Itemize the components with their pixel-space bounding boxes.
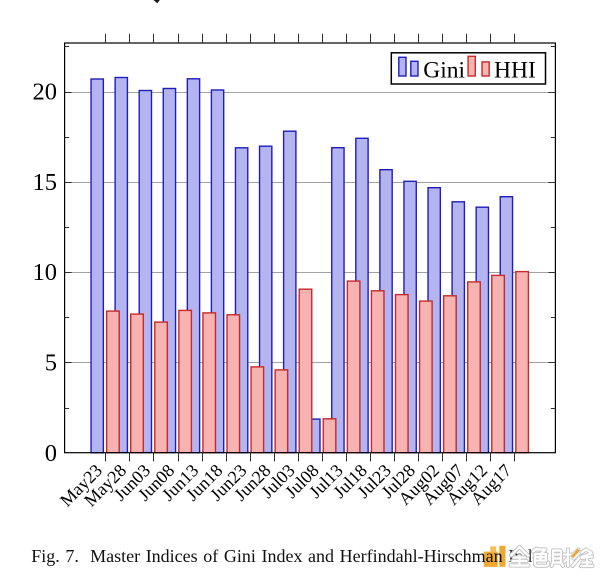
svg-text:15: 15 [33,169,58,196]
svg-text:5: 5 [45,350,57,377]
svg-text:10: 10 [33,259,58,286]
svg-text:Fig. 7. Master Indices of Gin: Fig. 7. Master Indices of Gini Index and… [31,546,549,566]
svg-text:HHI: HHI [494,58,536,84]
svg-text:0: 0 [45,440,57,467]
svg-text:20: 20 [33,79,58,106]
svg-text:Gini: Gini [423,58,465,84]
